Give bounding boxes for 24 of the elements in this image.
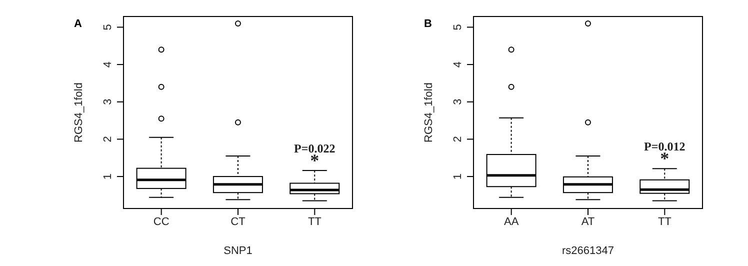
y-tick-label: 3 (102, 98, 114, 105)
chart-title: A (74, 18, 82, 30)
y-tick-label: 2 (452, 136, 464, 142)
x-axis-title: rs2661347 (562, 245, 614, 257)
chart-title: B (424, 18, 432, 30)
y-tick-label: 1 (102, 173, 114, 180)
y-tick-label: 1 (452, 173, 464, 180)
y-tick-label: 5 (102, 24, 114, 30)
annotation: P=0.022 (294, 142, 336, 156)
y-axis-title: RGS4_1fold (422, 82, 435, 142)
x-tick-label: TT (308, 216, 322, 228)
x-tick-label: AT (581, 216, 595, 228)
y-tick-label: 5 (452, 24, 464, 30)
y-axis-title: RGS4_1fold (72, 82, 85, 142)
y-tick-label: 4 (102, 61, 114, 68)
annotation: P=0.012 (644, 140, 686, 154)
x-axis-title: SNP1 (224, 245, 252, 257)
y-tick-label: 3 (452, 98, 464, 105)
x-tick-label: TT (658, 216, 672, 228)
x-tick-label: AA (504, 216, 520, 228)
x-tick-label: CC (153, 216, 170, 228)
x-tick-label: CT (230, 216, 246, 228)
y-tick-label: 2 (102, 136, 114, 142)
y-tick-label: 4 (452, 61, 464, 68)
